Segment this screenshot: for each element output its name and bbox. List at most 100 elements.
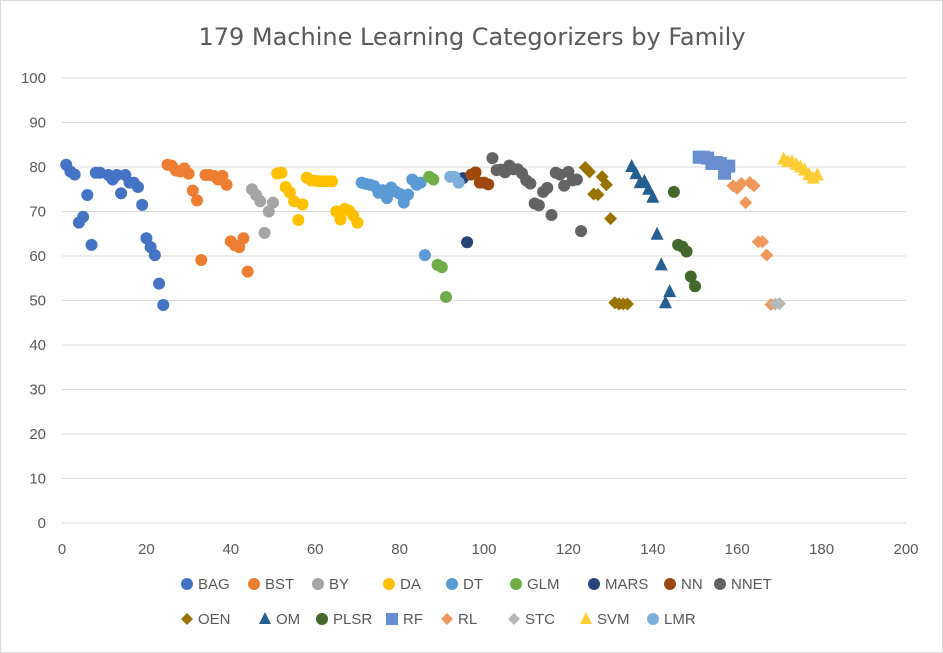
- point-oen: [604, 212, 618, 226]
- point-bst: [191, 194, 204, 207]
- legend-marker: [312, 578, 324, 590]
- point-da: [296, 198, 309, 211]
- legend-marker: [446, 578, 458, 590]
- point-om: [658, 295, 672, 309]
- legend-item-by: BY: [312, 576, 349, 593]
- legend-item-bst: BST: [248, 576, 294, 593]
- y-tick-label: 90: [29, 115, 46, 132]
- legend-marker: [259, 612, 271, 624]
- legend-item-svm: SVM: [580, 611, 630, 628]
- legend-item-oen: OEN: [181, 611, 231, 628]
- x-tick-label: 80: [391, 541, 408, 558]
- series-by: [245, 183, 279, 239]
- point-plsr: [689, 280, 701, 293]
- legend-marker: [510, 578, 522, 590]
- point-rl: [739, 196, 753, 210]
- point-nn: [482, 178, 495, 191]
- x-tick-label: 40: [222, 541, 239, 558]
- legend-marker: [508, 613, 520, 625]
- y-tick-label: 30: [29, 382, 46, 399]
- legend-label: BY: [329, 576, 349, 593]
- point-bag: [77, 210, 90, 223]
- legend-label: BST: [265, 576, 294, 593]
- legend-label: NNET: [731, 576, 772, 593]
- y-tick-label: 60: [29, 248, 46, 265]
- point-bst: [241, 265, 254, 278]
- legend-label: NN: [681, 576, 703, 593]
- point-bag: [110, 169, 123, 182]
- legend-item-glm: GLM: [510, 576, 560, 593]
- x-tick-label: 160: [725, 541, 750, 558]
- point-om: [642, 181, 656, 195]
- point-bag: [68, 168, 81, 181]
- chart-title: 179 Machine Learning Categorizers by Fam…: [198, 23, 745, 51]
- x-tick-label: 20: [138, 541, 155, 558]
- point-bag: [131, 181, 144, 194]
- legend-item-mars: MARS: [588, 576, 648, 593]
- legend-marker: [383, 578, 395, 590]
- legend-marker: [647, 613, 659, 625]
- legend: BAG BST BY DA DT GLM MARS NN NNET OEN OM PLSR RF RL ST…: [181, 576, 772, 628]
- point-glm: [440, 290, 453, 303]
- legend-label: PLSR: [333, 611, 372, 628]
- legend-marker: [664, 578, 676, 590]
- point-nnet: [545, 209, 558, 222]
- point-om: [663, 284, 677, 298]
- point-stc: [772, 297, 786, 311]
- x-axis-ticks: 0 20 40 60 80 100 120 140 160 180 200: [58, 541, 919, 558]
- y-axis-ticks: 0 10 20 30 40 50 60 70 80 90 100: [21, 70, 46, 532]
- point-bst: [237, 232, 250, 245]
- legend-label: SVM: [597, 611, 630, 628]
- legend-label: GLM: [527, 576, 560, 593]
- point-bst: [233, 241, 246, 254]
- series-stc: [768, 297, 786, 311]
- point-nn: [469, 166, 482, 179]
- point-bst: [220, 178, 233, 191]
- x-tick-label: 0: [58, 541, 66, 558]
- legend-marker: [580, 612, 592, 624]
- legend-item-lmr: LMR: [647, 611, 696, 628]
- series-rl: [726, 176, 778, 312]
- point-rl: [747, 179, 761, 193]
- point-oen: [599, 178, 613, 192]
- legend-label: OM: [276, 611, 300, 628]
- x-tick-label: 200: [893, 541, 918, 558]
- legend-label: RL: [458, 611, 477, 628]
- series-svm: [777, 151, 824, 184]
- point-bst: [216, 169, 229, 182]
- legend-label: OEN: [198, 611, 231, 628]
- legend-label: MARS: [605, 576, 648, 593]
- point-nnet: [570, 173, 583, 186]
- point-da: [292, 213, 305, 226]
- legend-marker: [714, 578, 726, 590]
- point-nnet: [541, 181, 554, 194]
- legend-item-rl: RL: [441, 611, 477, 628]
- point-rl: [734, 176, 748, 190]
- point-by: [258, 226, 271, 239]
- y-tick-label: 100: [21, 70, 46, 87]
- point-bag: [115, 187, 128, 200]
- y-tick-label: 20: [29, 426, 46, 443]
- point-da: [275, 166, 288, 179]
- point-nnet: [524, 177, 537, 190]
- point-dt: [402, 188, 415, 201]
- point-nnet: [532, 199, 545, 212]
- series-bag: [60, 158, 170, 311]
- point-bag: [136, 198, 149, 211]
- y-tick-label: 80: [29, 159, 46, 176]
- point-om: [654, 257, 668, 271]
- point-dt: [418, 249, 431, 262]
- legend-label: RF: [403, 611, 423, 628]
- x-tick-label: 180: [809, 541, 834, 558]
- legend-label: DA: [400, 576, 421, 593]
- series-bst: [161, 158, 254, 278]
- point-by: [254, 195, 267, 208]
- legend-item-rf: RF: [386, 611, 423, 628]
- x-tick-label: 140: [640, 541, 665, 558]
- legend-marker: [248, 578, 260, 590]
- y-tick-label: 10: [29, 471, 46, 488]
- legend-label: BAG: [198, 576, 230, 593]
- point-oen: [620, 297, 634, 311]
- point-nnet: [486, 152, 499, 165]
